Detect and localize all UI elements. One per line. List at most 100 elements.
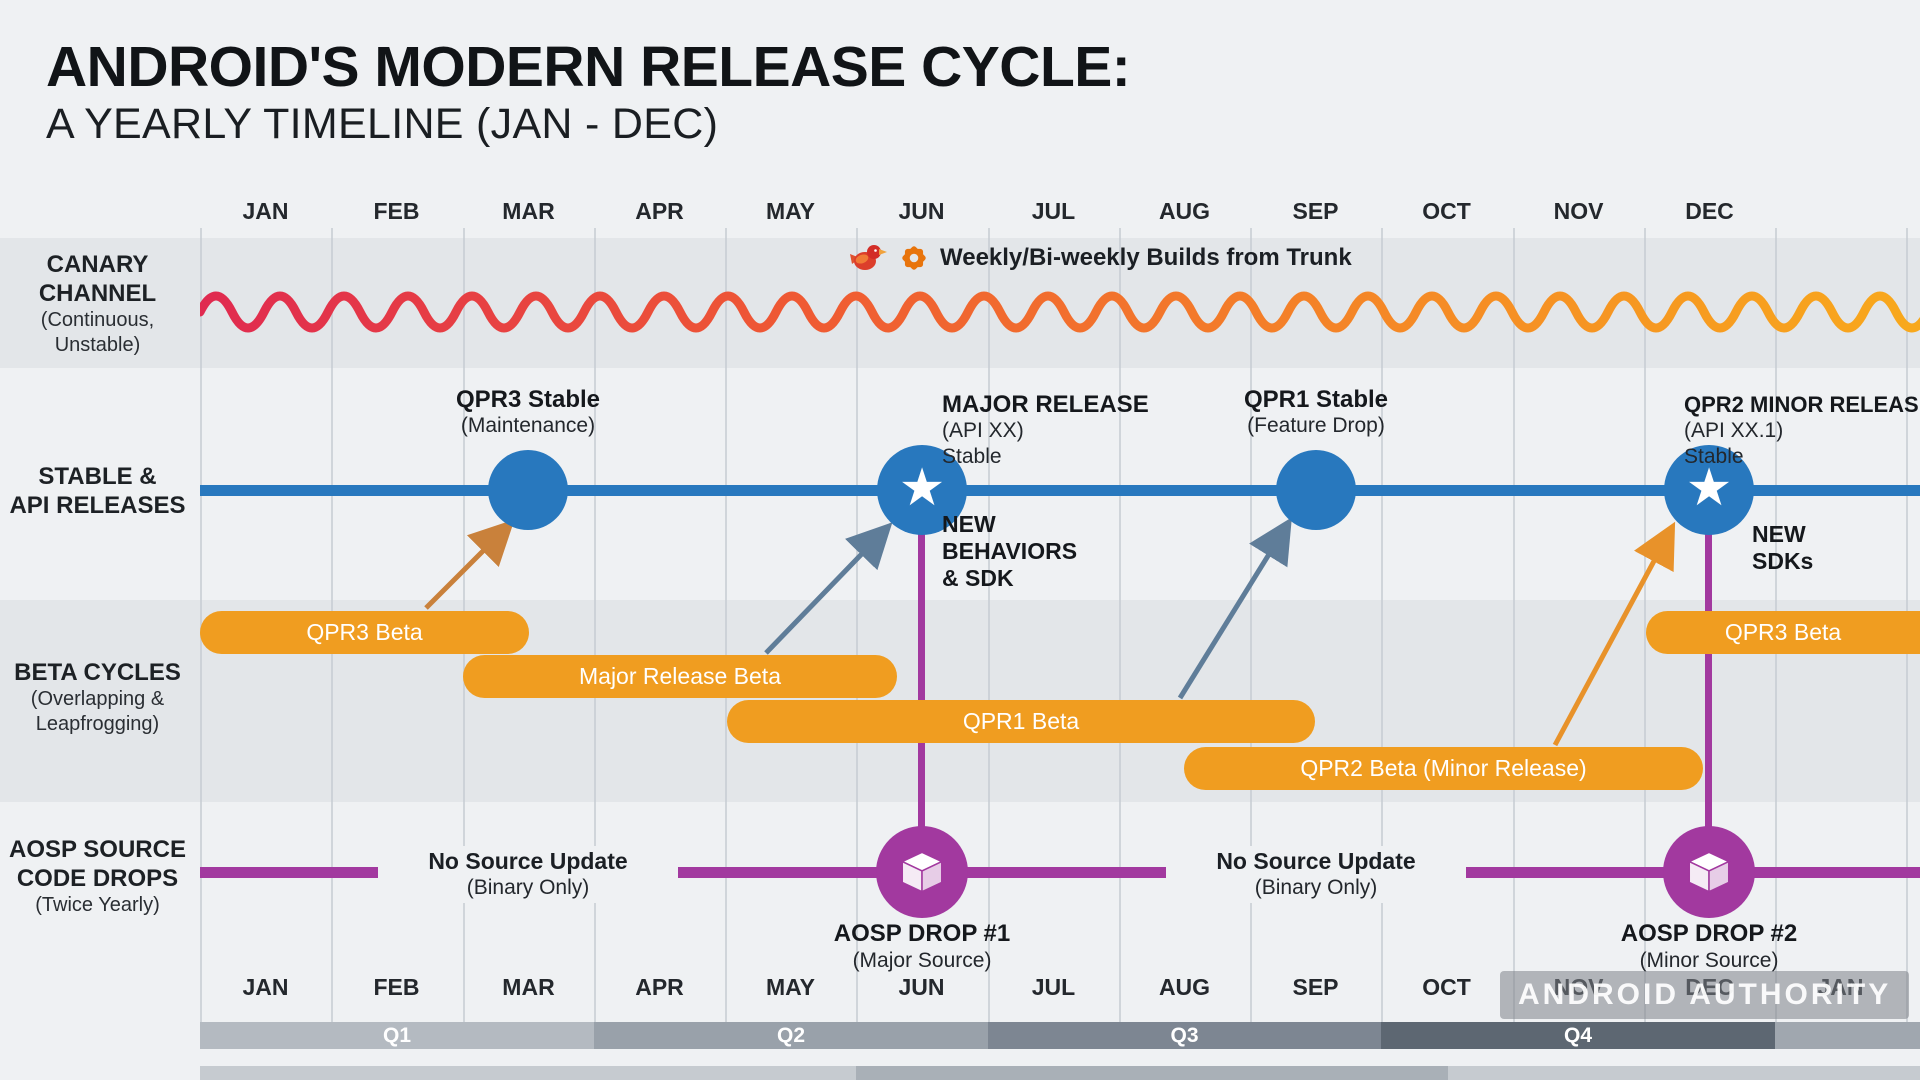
drop-subtitle: (Minor Source) — [1639, 949, 1779, 972]
event-subtitle: (API XX.1) — [1684, 419, 1784, 442]
quarter-q1: Q1 — [200, 1022, 594, 1049]
event-qpr1-stable: QPR1 Stable (Feature Drop) — [1186, 386, 1446, 439]
month-label: JUN — [898, 198, 945, 224]
drop-title: AOSP DROP #2 — [1620, 920, 1798, 947]
month-label: OCT — [1422, 974, 1471, 1000]
aosp-drop2-label: AOSP DROP #2 (Minor Source) — [1559, 920, 1859, 974]
month-label: AUG — [1158, 974, 1211, 1000]
beta-bar-qpr1: QPR1 Beta — [727, 700, 1315, 743]
month-label: MAY — [766, 974, 815, 1000]
canary-sublabel-line2: Unstable) — [54, 334, 141, 356]
stable-marker-jun-star: ★ — [877, 445, 967, 535]
gear-icon — [902, 246, 926, 270]
month-label: FEB — [373, 974, 420, 1000]
note-line: NEW — [1752, 521, 1806, 547]
stable-row-label: STABLE & API RELEASES — [5, 462, 190, 520]
event-major-release: MAJOR RELEASE (API XX) Stable — [942, 391, 1149, 470]
event-qpr3-stable: QPR3 Stable (Maintenance) — [398, 386, 658, 439]
canary-row-label: CANARY CHANNEL (Continuous, Unstable) — [5, 250, 190, 358]
stable-marker-dec-star: ★ — [1664, 445, 1754, 535]
canary-annotation-text: Weekly/Bi-weekly Builds from Trunk — [940, 244, 1352, 271]
bird-icon — [850, 245, 887, 270]
bottom-strip-dark — [856, 1066, 1448, 1080]
drop-title: AOSP DROP #1 — [833, 920, 1011, 947]
no-update-line1: No Source Update — [1216, 848, 1416, 874]
beta-bar-label: QPR3 Beta — [306, 619, 423, 645]
month-label: MAY — [766, 198, 815, 224]
event-subtitle: (API XX) — [942, 419, 1024, 442]
month-label: JUL — [1031, 974, 1076, 1000]
canary-label-line1: CANARY — [46, 251, 149, 278]
page-subtitle: A YEARLY TIMELINE (JAN - DEC) — [46, 100, 719, 148]
beta-bar-qpr3-next: QPR3 Beta — [1646, 611, 1920, 654]
watermark: ANDROID AUTHORITY — [1500, 971, 1910, 1019]
event-title: QPR1 Stable — [1243, 386, 1389, 413]
beta-bar-label: QPR3 Beta — [1724, 619, 1842, 645]
stable-label-line1: STABLE & — [38, 463, 157, 490]
month-label: NOV — [1553, 198, 1604, 224]
star-icon: ★ — [898, 458, 946, 518]
package-box-icon — [1687, 851, 1731, 893]
aosp-label-line1: AOSP SOURCE — [9, 836, 186, 863]
canary-sublabel-line1: (Continuous, — [40, 309, 155, 331]
event-qpr2-minor-release: QPR2 MINOR RELEASE (API XX.1) Stable — [1684, 391, 1920, 470]
month-label: SEP — [1292, 974, 1339, 1000]
canary-band — [0, 238, 1920, 368]
aosp-row-label: AOSP SOURCE CODE DROPS (Twice Yearly) — [5, 835, 190, 918]
month-label: APR — [635, 974, 684, 1000]
quarter-next — [1775, 1022, 1920, 1049]
quarter-label: Q3 — [1170, 1023, 1199, 1047]
beta-bar-label: QPR2 Beta (Minor Release) — [1300, 755, 1587, 781]
no-update-line1: No Source Update — [428, 848, 628, 874]
no-source-update-left: No Source Update (Binary Only) — [378, 846, 678, 903]
jun-connector-line — [918, 490, 925, 872]
gridline — [988, 228, 990, 1048]
quarter-label: Q2 — [776, 1023, 805, 1047]
month-label: JAN — [242, 974, 289, 1000]
month-label: MAR — [502, 198, 555, 224]
month-label: FEB — [373, 198, 420, 224]
quarter-q2: Q2 — [594, 1022, 988, 1049]
dec-connector-line — [1705, 490, 1712, 872]
aosp-sublabel-line1: (Twice Yearly) — [35, 894, 160, 916]
quarter-q3: Q3 — [988, 1022, 1381, 1049]
aosp-label-line2: CODE DROPS — [16, 865, 179, 892]
title-block: ANDROID'S MODERN RELEASE CYCLE: A YEARLY… — [46, 35, 1131, 150]
beta-bar-major-release: Major Release Beta — [463, 655, 897, 698]
page-title: ANDROID'S MODERN RELEASE CYCLE: — [46, 35, 1131, 99]
month-label: SEP — [1292, 198, 1339, 224]
canary-label-line2: CHANNEL — [38, 280, 157, 307]
event-title: QPR3 Stable — [455, 386, 601, 413]
beta-bar-qpr3: QPR3 Beta — [200, 611, 529, 654]
canary-annotation: Weekly/Bi-weekly Builds from Trunk — [848, 240, 1352, 276]
stable-marker-sep — [1276, 450, 1356, 530]
no-source-update-right: No Source Update (Binary Only) — [1166, 846, 1466, 903]
event-title: QPR2 MINOR RELEASE — [1684, 392, 1920, 417]
gridline — [594, 228, 596, 1048]
month-label: APR — [635, 198, 684, 224]
gridline — [1381, 228, 1383, 1048]
quarter-q4: Q4 — [1381, 1022, 1775, 1049]
beta-bar-qpr2-minor: QPR2 Beta (Minor Release) — [1184, 747, 1703, 790]
beta-sublabel-line1: (Overlapping & — [30, 688, 165, 710]
no-update-line2: (Binary Only) — [466, 876, 590, 899]
gridline — [725, 228, 727, 1048]
no-update-line2: (Binary Only) — [1254, 876, 1378, 899]
note-line: & SDK — [942, 565, 1014, 591]
gridline — [1119, 228, 1121, 1048]
beta-bar-label: Major Release Beta — [579, 663, 781, 689]
note-line: SDKs — [1752, 548, 1814, 574]
stable-label-line2: API RELEASES — [9, 492, 186, 519]
month-label: JUL — [1031, 198, 1076, 224]
canary-wave-line — [200, 291, 1920, 333]
note-line: NEW — [942, 511, 996, 537]
aosp-timeline-line — [200, 867, 1920, 878]
quarter-label: Q4 — [1563, 1023, 1592, 1047]
package-box-icon — [900, 851, 944, 893]
month-label: DEC — [1685, 198, 1734, 224]
event-line3: Stable — [1684, 445, 1744, 468]
stable-timeline-line — [200, 485, 1920, 496]
event-subtitle: (Maintenance) — [460, 414, 596, 437]
note-line: BEHAVIORS — [942, 538, 1078, 564]
drop-subtitle: (Major Source) — [852, 949, 992, 972]
